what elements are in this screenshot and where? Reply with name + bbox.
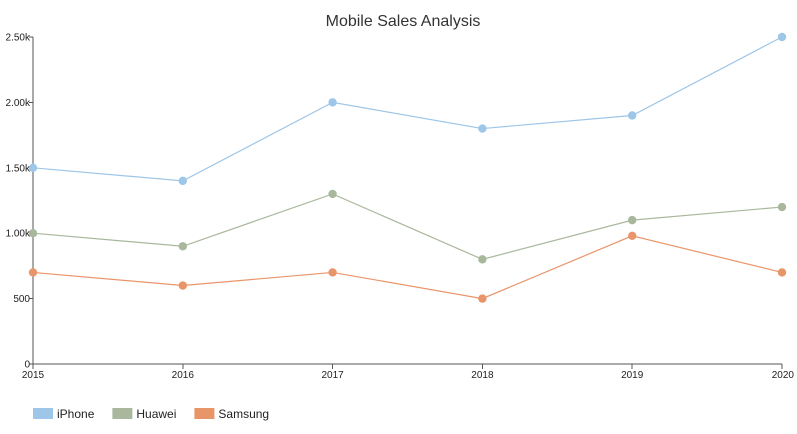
x-tick-label: 2017 [321, 370, 344, 381]
legend-label: Huawei [136, 407, 176, 421]
series-line [32, 193, 783, 260]
data-point[interactable] [628, 215, 637, 225]
x-tick-label: 2019 [621, 370, 644, 381]
data-point[interactable] [28, 163, 38, 172]
legend-swatch [194, 408, 215, 419]
series-iphone [28, 32, 787, 186]
chart-title: Mobile Sales Analysis [326, 13, 481, 30]
y-tick-label: 1.00k [6, 229, 31, 240]
legend-item-huawei[interactable]: Huawei [112, 407, 176, 421]
data-point[interactable] [628, 111, 637, 120]
axes: 0 500 1.00k 1.50k 2.00k 2.50k 2015 2016 2017 2018… [6, 33, 795, 382]
x-tick-label: 2016 [172, 370, 195, 381]
y-tick-label: 2.00k [6, 98, 31, 109]
series-layer [28, 32, 787, 303]
x-tick-label: 2018 [471, 370, 494, 381]
data-point[interactable] [777, 202, 787, 212]
x-tick-label: 2020 [772, 370, 795, 381]
data-point[interactable] [478, 255, 487, 264]
legend-swatch [33, 408, 53, 419]
series-huawei [28, 189, 787, 264]
series-line [32, 235, 783, 300]
legend-item-samsung[interactable]: Samsung [194, 407, 269, 421]
legend: iPhone Huawei Samsung [33, 407, 269, 421]
y-tick-label: 2.50k [6, 33, 31, 44]
data-point[interactable] [478, 294, 487, 303]
data-point[interactable] [178, 242, 187, 251]
legend-label: iPhone [57, 407, 95, 421]
data-point[interactable] [28, 229, 38, 238]
data-point[interactable] [328, 189, 337, 199]
legend-label: Samsung [218, 407, 269, 421]
y-tick-label: 1.50k [6, 163, 31, 174]
x-tick-label: 2015 [22, 370, 45, 381]
data-point[interactable] [478, 124, 487, 133]
series-line [32, 36, 783, 182]
series-samsung [28, 231, 787, 303]
data-point[interactable] [628, 231, 637, 241]
data-point[interactable] [328, 268, 337, 277]
data-point[interactable] [777, 268, 787, 277]
data-point[interactable] [777, 32, 787, 42]
y-tick-label: 500 [13, 294, 30, 305]
data-point[interactable] [28, 268, 38, 277]
legend-swatch [112, 408, 133, 419]
data-point[interactable] [178, 281, 187, 290]
y-tick-label: 0 [24, 360, 30, 371]
legend-item-iphone[interactable]: iPhone [33, 407, 95, 421]
data-point[interactable] [328, 98, 337, 107]
data-point[interactable] [178, 176, 187, 186]
